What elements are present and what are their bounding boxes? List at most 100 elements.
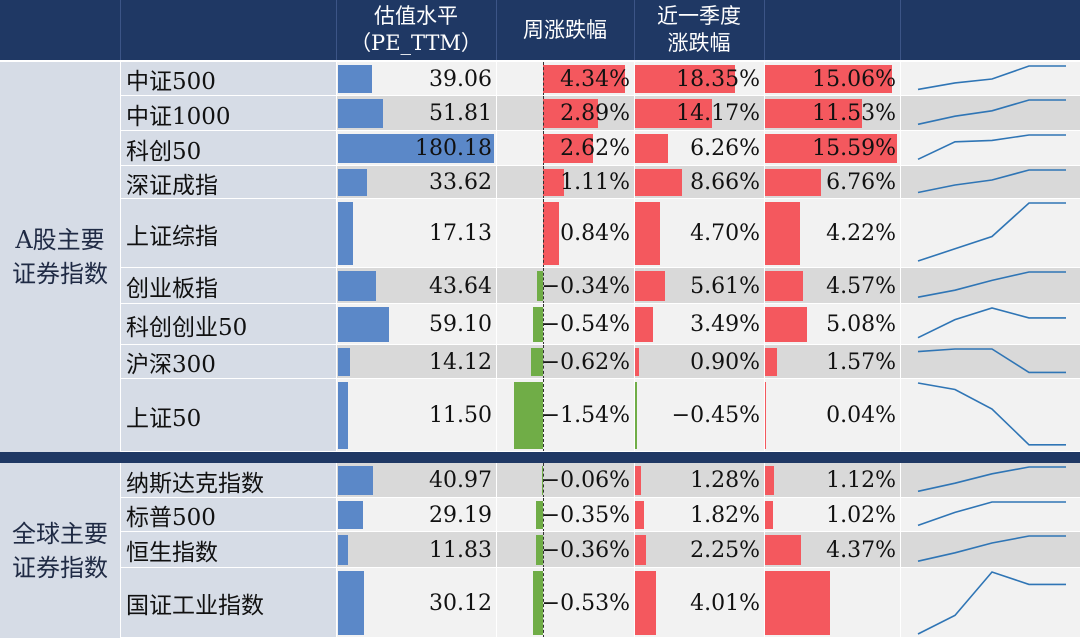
row-background xyxy=(336,463,1080,498)
pe-bar xyxy=(338,348,351,376)
row-divider xyxy=(120,567,1080,568)
extra-value: 4.57% xyxy=(826,273,896,299)
row-divider xyxy=(120,267,1080,268)
column-divider xyxy=(634,463,635,638)
extra-value: 1.12% xyxy=(826,468,896,493)
quarter-value: 4.01% xyxy=(690,590,760,616)
pe-value: 11.83 xyxy=(429,537,492,563)
quarter-cell: 3.49% xyxy=(634,304,764,345)
quarter-cell: 1.82% xyxy=(634,498,764,532)
extra-cell: 4.22% xyxy=(764,199,900,268)
row-name: 上证50 xyxy=(120,379,336,452)
week-bar xyxy=(543,65,626,93)
week-cell: 2.89% xyxy=(496,96,634,131)
week-cell: 0.84% xyxy=(496,199,634,268)
sparkline xyxy=(917,65,1066,91)
week-bar xyxy=(532,307,543,342)
week-value: −0.35% xyxy=(541,502,630,528)
pe-cell: 11.50 xyxy=(336,379,496,452)
pe-bar xyxy=(338,202,353,265)
row-name: 上证综指 xyxy=(120,199,336,268)
quarter-cell: 4.01% xyxy=(634,568,764,638)
column-divider xyxy=(764,463,765,638)
sparkline xyxy=(917,501,1066,527)
week-value: −0.36% xyxy=(541,537,630,563)
week-axis xyxy=(543,379,544,452)
sparkline xyxy=(917,571,1066,635)
extra-value: 5.08% xyxy=(826,312,896,337)
row-divider xyxy=(120,165,1080,166)
week-value: 1.11% xyxy=(560,170,630,195)
pe-bar xyxy=(338,307,390,342)
pe-value: 39.06 xyxy=(429,66,492,92)
week-axis xyxy=(543,532,544,568)
week-cell: −0.35% xyxy=(496,498,634,532)
week-bar xyxy=(541,466,543,495)
pe-cell: 29.19 xyxy=(336,498,496,532)
pe-cell: 39.06 xyxy=(336,62,496,96)
row-name: 深证成指 xyxy=(120,166,336,199)
week-cell: −1.54% xyxy=(496,379,634,452)
quarter-bar xyxy=(634,571,657,635)
week-bar xyxy=(543,134,593,163)
week-cell: 2.62% xyxy=(496,131,634,166)
row-background xyxy=(336,268,1080,304)
pe-value: 180.18 xyxy=(415,136,492,161)
sparkline-series xyxy=(917,169,1066,194)
sparkline xyxy=(917,134,1066,161)
header-week: 周涨跌幅 xyxy=(523,17,607,42)
week-value: 2.89% xyxy=(560,101,630,126)
row-divider xyxy=(120,531,1080,532)
week-value: −0.34% xyxy=(541,273,630,299)
pe-value: 40.97 xyxy=(429,468,492,493)
header-quarter: 近一季度 涨跌幅 xyxy=(657,4,741,55)
pe-bar xyxy=(338,535,349,565)
sparkline xyxy=(917,307,1066,339)
week-bar xyxy=(543,202,559,265)
row-divider xyxy=(120,95,1080,96)
pe-bar xyxy=(338,571,365,635)
week-cell: −0.34% xyxy=(496,268,634,304)
week-cell: −0.06% xyxy=(496,463,634,498)
sparkline-series xyxy=(917,382,1066,446)
quarter-bar xyxy=(634,348,639,376)
pe-value: 29.19 xyxy=(429,502,492,528)
extra-cell: 11.53% xyxy=(764,96,900,131)
row-name: 纳斯达克指数 xyxy=(120,463,336,498)
row-background xyxy=(336,568,1080,638)
extra-bar xyxy=(764,169,822,196)
pe-bar xyxy=(338,134,494,163)
sparkline xyxy=(917,169,1066,194)
pe-value: 33.62 xyxy=(429,170,492,195)
pe-value: 59.10 xyxy=(429,312,492,337)
header-divider xyxy=(634,0,635,60)
week-value: 2.62% xyxy=(560,136,630,161)
extra-bar xyxy=(764,99,862,128)
quarter-value: 2.25% xyxy=(690,537,760,563)
pe-bar xyxy=(338,501,364,529)
extra-bar xyxy=(764,307,808,342)
week-bar xyxy=(543,99,598,128)
pe-cell: 51.81 xyxy=(336,96,496,131)
quarter-bar xyxy=(634,501,644,529)
row-name: 科创创业50 xyxy=(120,304,336,345)
quarter-bar xyxy=(634,307,654,342)
quarter-cell: 2.25% xyxy=(634,532,764,568)
quarter-value: 3.49% xyxy=(690,312,760,337)
column-divider xyxy=(764,62,765,452)
week-value: −1.54% xyxy=(541,403,630,428)
row-divider xyxy=(120,344,1080,345)
header-divider xyxy=(900,0,901,60)
header-divider xyxy=(496,0,497,60)
row-name: 国证工业指数 xyxy=(120,568,336,638)
extra-bar xyxy=(764,271,803,301)
week-bar xyxy=(531,348,543,376)
extra-cell: 0.04% xyxy=(764,379,900,452)
row-background xyxy=(336,304,1080,345)
group-label: A股主要 证券指数 xyxy=(0,62,120,452)
quarter-bar xyxy=(634,202,660,265)
quarter-value: 1.28% xyxy=(690,468,760,493)
pe-value: 30.12 xyxy=(429,590,492,616)
column-divider xyxy=(496,463,497,638)
week-cell: −0.36% xyxy=(496,532,634,568)
